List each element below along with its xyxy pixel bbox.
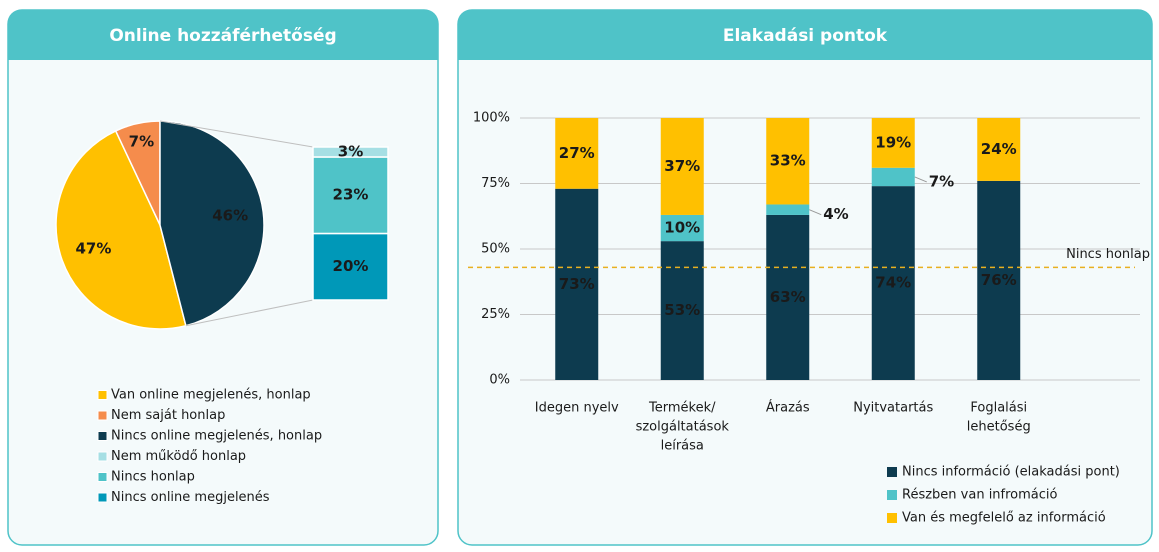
connector — [185, 299, 314, 327]
panel-header — [8, 40, 438, 60]
bar-segment — [977, 180, 1021, 380]
data-label: 7% — [129, 132, 154, 150]
data-label: 33% — [770, 152, 806, 170]
legend-swatch — [97, 410, 108, 421]
bar-segment — [555, 188, 599, 380]
bar-segment — [660, 118, 704, 215]
legend-swatch — [97, 390, 108, 400]
chart-title: Elakadási pontok — [723, 26, 888, 46]
pie-slice — [55, 129, 187, 330]
x-tick-label: lehetőség — [967, 420, 1031, 435]
data-label: 74% — [875, 274, 911, 292]
y-tick-label: 75% — [481, 176, 510, 191]
x-tick-label: szolgáltatások — [636, 420, 730, 435]
legend-swatch — [97, 492, 108, 503]
data-label: 19% — [875, 133, 911, 151]
data-label: 76% — [981, 271, 1017, 289]
x-tick-label: Termékek/ — [648, 401, 716, 416]
chart-title: Online hozzáférhetőség — [109, 26, 336, 46]
bar-segment — [766, 118, 810, 205]
data-label: 63% — [770, 288, 806, 306]
legend-label: Van online megjelenés, honlap — [111, 388, 311, 403]
data-label: 46% — [212, 207, 248, 225]
data-label: 47% — [76, 239, 112, 257]
data-label: 53% — [664, 301, 700, 319]
legend-swatch — [887, 513, 897, 523]
x-tick-label: Foglalási — [970, 401, 1027, 416]
legend-label: Van és megfelelő az információ — [902, 511, 1106, 526]
y-tick-label: 25% — [481, 307, 510, 322]
data-label: 3% — [338, 142, 363, 160]
breakdown-bar — [312, 232, 389, 301]
x-tick-label: leírása — [661, 439, 704, 454]
data-label: 27% — [559, 144, 595, 162]
breakdown-bar — [312, 146, 389, 158]
legend-label: Nincs honlap — [111, 470, 195, 485]
bar-segment — [766, 214, 810, 380]
leader-line — [914, 176, 927, 183]
y-tick-label: 0% — [489, 373, 510, 388]
legend-label: Nem saját honlap — [111, 408, 225, 423]
data-label: 7% — [929, 172, 954, 190]
bar-segment — [766, 204, 810, 215]
bar-segment — [871, 186, 915, 380]
bar-segment — [660, 214, 704, 242]
legend-swatch — [887, 490, 897, 500]
data-label: 10% — [664, 219, 700, 237]
x-tick-label: Nyitvatartás — [853, 401, 933, 416]
legend-label: Nem működő honlap — [111, 449, 246, 464]
x-tick-label: Idegen nyelv — [535, 401, 619, 416]
legend-swatch — [97, 472, 108, 482]
connector — [159, 120, 314, 148]
data-label: 73% — [559, 275, 595, 293]
pie-slice — [159, 120, 265, 327]
data-label: 37% — [664, 157, 700, 175]
legend-label: Nincs online megjelenés — [111, 490, 270, 505]
data-label: 23% — [333, 186, 369, 204]
data-label: 20% — [333, 257, 369, 275]
data-label: 24% — [981, 140, 1017, 158]
y-tick-label: 100% — [473, 111, 510, 126]
legend-label: Részben van infromáció — [902, 488, 1058, 503]
panel-header — [458, 40, 1152, 60]
reference-label: Nincs honlap — [1066, 247, 1150, 262]
leader-line — [809, 209, 822, 216]
legend-label: Nincs online megjelenés, honlap — [111, 429, 322, 444]
legend-swatch — [887, 467, 897, 477]
bar-segment — [871, 118, 915, 168]
bar-segment — [555, 118, 599, 189]
bar-segment — [660, 241, 704, 380]
legend-label: Nincs információ (elakadási pont) — [902, 465, 1120, 480]
bar-segment — [871, 167, 915, 187]
y-tick-label: 50% — [481, 242, 510, 257]
x-tick-label: Árazás — [766, 400, 810, 416]
legend-swatch — [97, 431, 108, 441]
legend-swatch — [97, 451, 108, 462]
data-label: 4% — [823, 205, 848, 223]
bar-segment — [977, 118, 1021, 181]
